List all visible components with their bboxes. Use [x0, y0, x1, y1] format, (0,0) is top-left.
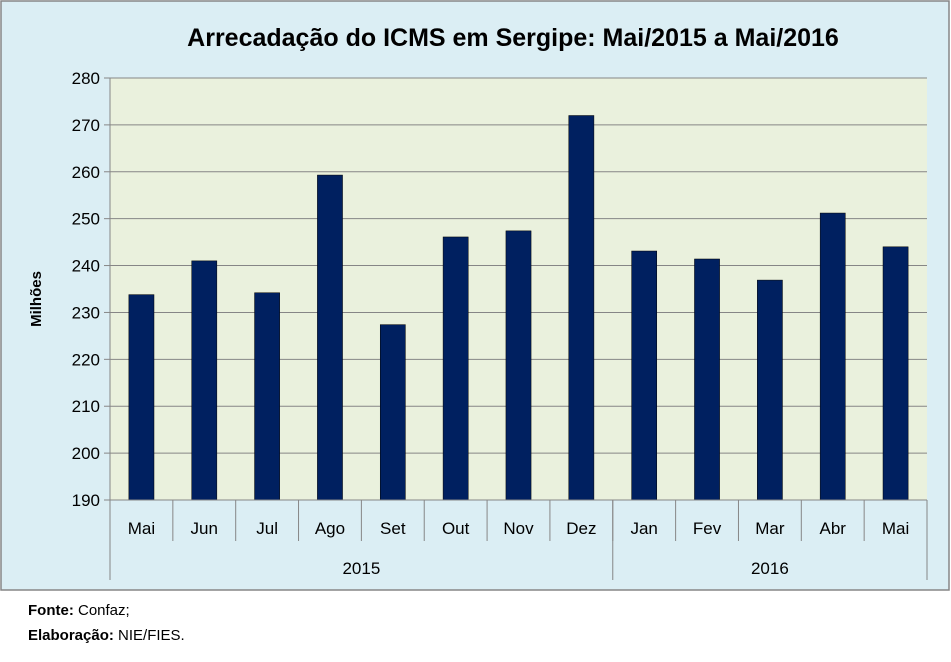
bars — [128, 115, 909, 501]
bar-11 — [757, 279, 783, 501]
bar-9 — [631, 250, 658, 501]
bar-10 — [694, 258, 720, 501]
x-tick-label-12: Abr — [819, 519, 846, 538]
y-tick-label-230: 230 — [72, 303, 100, 322]
chart-title: Arrecadação do ICMS em Sergipe: Mai/2015… — [187, 24, 839, 52]
source-value: Confaz; — [78, 602, 130, 619]
x-tick-label-9: Jan — [630, 519, 657, 538]
x-tick-label-5: Set — [380, 519, 406, 538]
x-tick-label-6: Out — [442, 519, 470, 538]
source-label: Fonte: — [28, 602, 74, 619]
bar-7 — [505, 230, 532, 501]
x-tick-label-11: Mar — [755, 519, 785, 538]
group-label-2015: 2015 — [342, 559, 380, 578]
bar-3 — [254, 292, 280, 501]
bar-6 — [442, 236, 469, 501]
y-tick-label-270: 270 — [72, 116, 100, 135]
bar-5 — [379, 324, 406, 501]
y-tick-label-210: 210 — [72, 397, 100, 416]
axes: 190 200 210 220 230 240 250 260 270 280 Mai Jun Jul A… — [72, 69, 928, 580]
bar-13 — [882, 246, 909, 501]
x-tick-label-2: Jun — [191, 519, 218, 538]
y-tick-label-200: 200 — [72, 444, 100, 463]
bar-2 — [191, 260, 218, 501]
elaboration-label: Elaboração: — [28, 627, 114, 644]
y-tick-label-240: 240 — [72, 257, 100, 276]
y-tick-label-280: 280 — [72, 69, 100, 88]
elaboration-value: NIE/FIES. — [118, 627, 185, 644]
y-tick-label-250: 250 — [72, 210, 100, 229]
bar-8 — [568, 115, 595, 501]
bar-12 — [819, 212, 846, 501]
group-label-2016: 2016 — [751, 559, 789, 578]
y-axis-label: Milhões — [28, 271, 45, 327]
x-tick-label-4: Ago — [315, 519, 345, 538]
x-tick-label-3: Jul — [256, 519, 278, 538]
y-tick-label-220: 220 — [72, 350, 100, 369]
elaboration-note: Elaboração: NIE/FIES. — [28, 627, 185, 644]
source-note: Fonte: Confaz; — [28, 602, 130, 619]
y-tick-label-260: 260 — [72, 163, 100, 182]
x-tick-label-1: Mai — [128, 519, 155, 538]
x-tick-label-8: Dez — [566, 519, 596, 538]
chart: Arrecadação do ICMS em Sergipe: Mai/2015… — [0, 0, 950, 591]
x-tick-label-7: Nov — [503, 519, 534, 538]
bar-4 — [317, 174, 343, 501]
x-tick-label-13: Mai — [882, 519, 909, 538]
y-tick-label-190: 190 — [72, 491, 100, 510]
x-tick-label-10: Fev — [693, 519, 722, 538]
bar-1 — [128, 294, 155, 501]
